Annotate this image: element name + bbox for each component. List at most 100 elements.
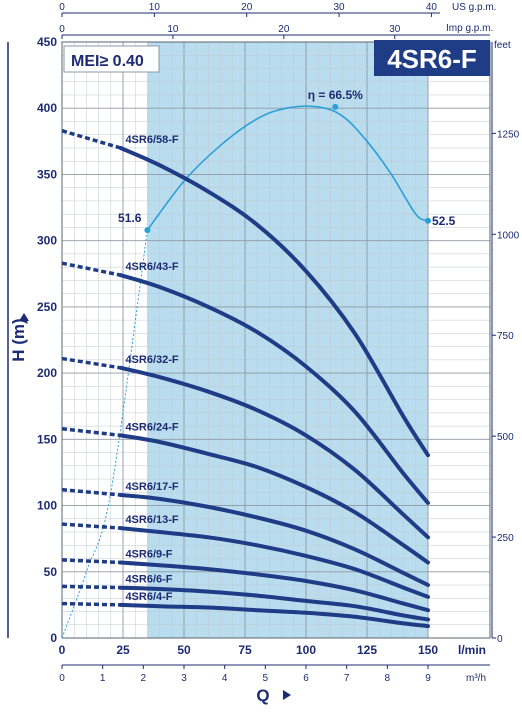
pump-curve-line <box>118 146 430 458</box>
m3h-tick-label: 9 <box>425 673 431 684</box>
y-tick-label: 100 <box>37 499 57 513</box>
y-tick-label: 350 <box>37 167 57 181</box>
m3h-tick-label: 3 <box>181 673 187 684</box>
pump-curve-label: 4SR6/58-F <box>125 134 178 146</box>
y-tick-label: 300 <box>37 234 57 248</box>
pump-curve-line <box>118 560 430 613</box>
x-tick-label: 25 <box>116 643 130 657</box>
efficiency-label: 52.5 <box>432 214 456 228</box>
y-tick-label: 0 <box>50 631 57 645</box>
pump-curve-line <box>118 273 430 505</box>
top-unit-imp: Imp g.p.m. <box>446 23 493 34</box>
y-tick-label: 150 <box>37 432 57 446</box>
y-tick-label: 400 <box>37 101 57 115</box>
pump-curve-label: 4SR6/17-F <box>125 481 178 493</box>
top-unit-us: US g.p.m. <box>452 2 496 13</box>
x-tick-label: 125 <box>357 643 377 657</box>
us-gpm-tick-label: 10 <box>149 2 161 13</box>
pump-curve-label: 4SR6/43-F <box>125 261 178 273</box>
pump-curve-line <box>118 585 430 622</box>
pump-curve-line <box>118 493 430 587</box>
pump-curve-shutoff-dashed <box>61 584 121 590</box>
m3h-tick-label: 1 <box>100 673 106 684</box>
pump-curve-line <box>118 526 430 599</box>
m3h-tick-label: 4 <box>222 673 228 684</box>
chart-title: 4SR6-F <box>387 44 477 74</box>
efficiency-label: 51.6 <box>118 211 142 225</box>
m3h-tick-label: 0 <box>59 673 65 684</box>
efficiency-curve-line <box>146 105 429 231</box>
pump-curve-label: 4SR6/32-F <box>125 354 178 366</box>
x-tick-label: 150 <box>418 643 438 657</box>
imp-gpm-tick-label: 20 <box>278 24 290 35</box>
us-gpm-tick-label: 0 <box>59 2 65 13</box>
right-unit-feet: feet <box>494 40 511 51</box>
x-tick-label: 0 <box>59 643 66 657</box>
x-axis-label: Q <box>256 686 269 705</box>
y-tick-label: 250 <box>37 300 57 314</box>
m3h-tick-label: 6 <box>303 673 309 684</box>
pump-curve-line <box>118 602 430 629</box>
pump-curve-line <box>118 433 430 565</box>
m3h-tick-label: 5 <box>263 673 269 684</box>
title-badge: 4SR6-F <box>374 40 490 76</box>
efficiency-curve: 51.6 η = 66.5% 52.5 <box>61 88 456 639</box>
pump-curve-shutoff-dashed <box>61 558 121 565</box>
pump-curve-label: 4SR6/6-F <box>125 574 172 586</box>
x-tick-label: 50 <box>177 643 191 657</box>
m3h-tick-label: 8 <box>385 673 391 684</box>
pump-curve-label: 4SR6/4-F <box>125 591 172 603</box>
us-gpm-tick-label: 30 <box>333 2 345 13</box>
mei-badge: MEI≥ 0.40 <box>63 45 160 73</box>
pump-curve-shutoff-dashed <box>61 426 121 438</box>
feet-tick-label: 1250 <box>497 129 520 140</box>
y-tick-label: 200 <box>37 366 57 380</box>
feet-tick-label: 250 <box>497 533 514 544</box>
us-gpm-tick-label: 40 <box>426 2 438 13</box>
mei-label: MEI≥ 0.40 <box>71 53 144 70</box>
pump-curve-shutoff-dashed <box>61 129 122 150</box>
pump-curve-shutoff-dashed <box>61 601 121 607</box>
pump-curve-label: 4SR6/9-F <box>125 549 172 561</box>
efficiency-point <box>332 103 339 110</box>
pump-curves: 4SR6/58-F 4SR6/43-F 4SR6/32-F 4SR6/24-F 4SR6… <box>61 129 430 629</box>
y-tick-label: 50 <box>44 565 58 579</box>
pump-curve-line <box>118 365 430 540</box>
x-unit-lmin: l/min <box>458 643 486 657</box>
pump-curve-label: 4SR6/24-F <box>125 421 178 433</box>
imp-gpm-tick-label: 10 <box>167 24 179 35</box>
x-tick-label: 75 <box>238 643 252 657</box>
operating-range-shading <box>147 42 428 638</box>
feet-tick-label: 0 <box>497 634 503 645</box>
us-gpm-tick-label: 20 <box>241 2 253 13</box>
efficiency-curve-dashed <box>61 230 148 639</box>
operating-range-band <box>147 42 428 638</box>
efficiency-point <box>425 217 431 224</box>
pump-curve-shutoff-dashed <box>61 522 121 530</box>
pump-curve-shutoff-dashed <box>61 487 121 497</box>
imp-gpm-tick-label: 0 <box>59 24 65 35</box>
m3h-tick-label: 7 <box>344 673 350 684</box>
feet-tick-label: 750 <box>497 331 514 342</box>
y-tick-label: 450 <box>37 35 57 49</box>
title-badge-box <box>374 40 490 76</box>
x-tick-label: 100 <box>296 643 316 657</box>
efficiency-point <box>144 227 151 234</box>
efficiency-label: η = 66.5% <box>308 88 363 102</box>
pump-curve-shutoff-dashed <box>61 261 121 277</box>
plot-frame <box>7 41 491 639</box>
pump-curve-label: 4SR6/13-F <box>125 514 178 526</box>
plot-border <box>61 41 491 639</box>
feet-tick-label: 500 <box>497 432 514 443</box>
m3h-tick-label: 2 <box>141 673 147 684</box>
mei-badge-box <box>63 45 160 73</box>
pump-curve-shutoff-dashed <box>61 356 121 370</box>
feet-tick-label: 1000 <box>497 230 520 241</box>
y-axis-label: H (m) <box>9 318 28 361</box>
x-axis-arrow-icon <box>283 690 291 700</box>
imp-gpm-tick-label: 30 <box>389 24 401 35</box>
y-axis-arrow-icon <box>19 313 29 321</box>
x-unit-m3h: m³/h <box>466 673 486 684</box>
